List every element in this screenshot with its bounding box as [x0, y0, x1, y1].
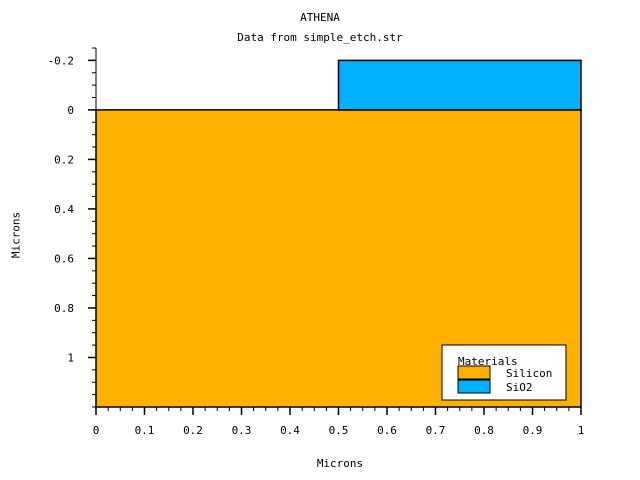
y-tick-label: 0.6 [54, 252, 74, 265]
x-tick-label: 0.9 [523, 424, 543, 437]
x-tick-label: 0.7 [426, 424, 446, 437]
y-tick-label: 1 [67, 351, 74, 364]
x-tick-label: 0.6 [377, 424, 397, 437]
x-tick-label: 1 [578, 424, 585, 437]
axes: 0 0.1 0.2 0.3 0.4 0.5 0.6 0.7 0.8 0.9 1 -0.2 0 0.2 0.4… [48, 47, 585, 437]
x-tick-label: 0.3 [232, 424, 252, 437]
x-tick-label: 0.4 [280, 424, 300, 437]
chart-title: ATHENA [300, 11, 340, 24]
legend-swatch-silicon [457, 365, 491, 380]
x-axis-label: Microns [316, 457, 364, 470]
x-tick-label: 0 [93, 424, 100, 437]
legend-swatch-sio2 [457, 379, 491, 394]
y-tick-label: 0.8 [54, 302, 74, 315]
y-tick-label: 0.2 [54, 153, 74, 166]
y-tick-label: -0.2 [48, 54, 75, 67]
x-tick-label: 0.2 [183, 424, 203, 437]
x-tick-label: 0.5 [329, 424, 349, 437]
x-tick-label: 0.1 [135, 424, 155, 437]
legend-label-sio2: SiO2 [506, 381, 533, 394]
legend-label-silicon: Silicon [506, 367, 552, 380]
x-tick-label: 0.8 [474, 424, 494, 437]
chart-subtitle: Data from simple_etch.str [237, 31, 403, 44]
legend-title: Materials [458, 355, 518, 368]
y-tick-label: 0 [67, 104, 74, 117]
y-tick-label: 0.4 [54, 203, 74, 216]
region-sio2 [337, 59, 582, 111]
